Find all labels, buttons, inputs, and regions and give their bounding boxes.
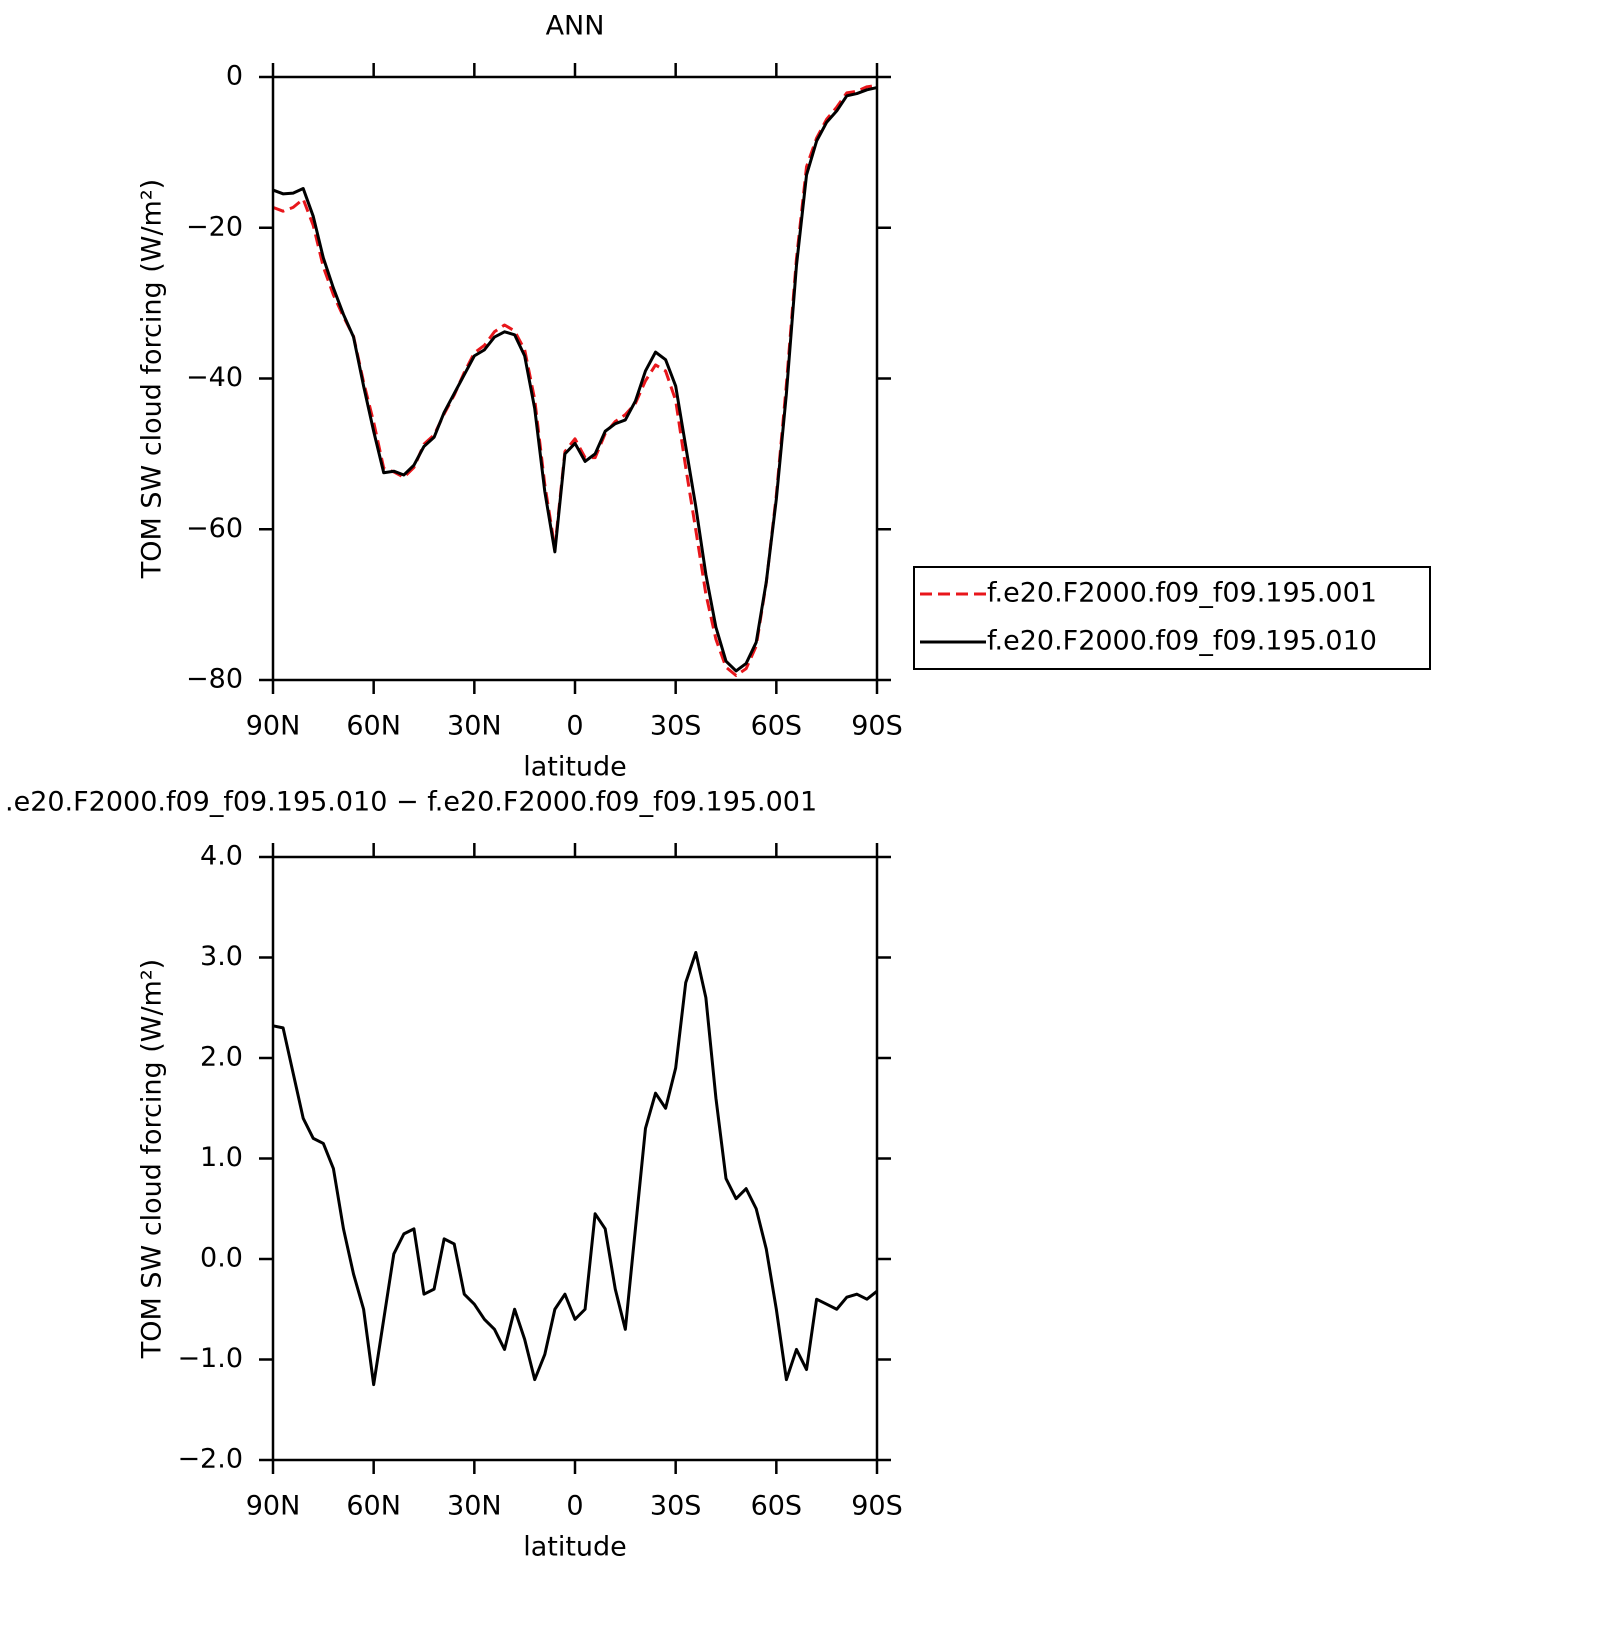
- x-tick-label: 90N: [246, 1491, 301, 1522]
- y-tick-label: 4.0: [200, 841, 243, 872]
- x-tick-label: 30N: [447, 1491, 502, 1522]
- y-axis-label: TOM SW cloud forcing (W/m²): [137, 179, 168, 579]
- y-tick-label: 3.0: [200, 941, 243, 972]
- x-tick-label: 0: [566, 1491, 583, 1522]
- x-tick-label: 60N: [346, 1491, 401, 1522]
- y-tick-label: −80: [186, 664, 243, 695]
- y-tick-label: 1.0: [200, 1142, 243, 1173]
- legend-label: f.e20.F2000.f09_f09.195.001: [987, 578, 1377, 609]
- x-tick-label: 60S: [751, 711, 803, 742]
- x-tick-label: 30S: [650, 711, 702, 742]
- y-tick-label: 2.0: [200, 1042, 243, 1073]
- legend-box: [913, 566, 1431, 670]
- x-tick-label: 90S: [851, 1491, 903, 1522]
- y-tick-label: −20: [186, 211, 243, 242]
- x-tick-label: 60N: [346, 711, 401, 742]
- data-line: [272, 950, 878, 1387]
- y-tick-label: −1.0: [177, 1343, 243, 1374]
- chart-title: .e20.F2000.f09_f09.195.010 − f.e20.F2000…: [5, 787, 817, 818]
- y-axis-label: TOM SW cloud forcing (W/m²): [137, 959, 168, 1359]
- x-tick-label: 90S: [851, 711, 903, 742]
- data-line: [272, 86, 878, 673]
- y-tick-label: −60: [186, 513, 243, 544]
- y-tick-label: −40: [186, 362, 243, 393]
- y-tick-label: −2.0: [177, 1444, 243, 1475]
- x-tick-label: 60S: [751, 1491, 803, 1522]
- x-axis-label: latitude: [523, 1532, 627, 1563]
- legend-label: f.e20.F2000.f09_f09.195.010: [987, 626, 1377, 657]
- x-tick-label: 0: [566, 711, 583, 742]
- y-tick-label: 0: [226, 61, 243, 92]
- x-tick-label: 30N: [447, 711, 502, 742]
- x-tick-label: 30S: [650, 1491, 702, 1522]
- chart-title: ANN: [546, 11, 605, 42]
- y-tick-label: 0.0: [200, 1243, 243, 1274]
- x-axis-label: latitude: [523, 752, 627, 783]
- x-tick-label: 90N: [246, 711, 301, 742]
